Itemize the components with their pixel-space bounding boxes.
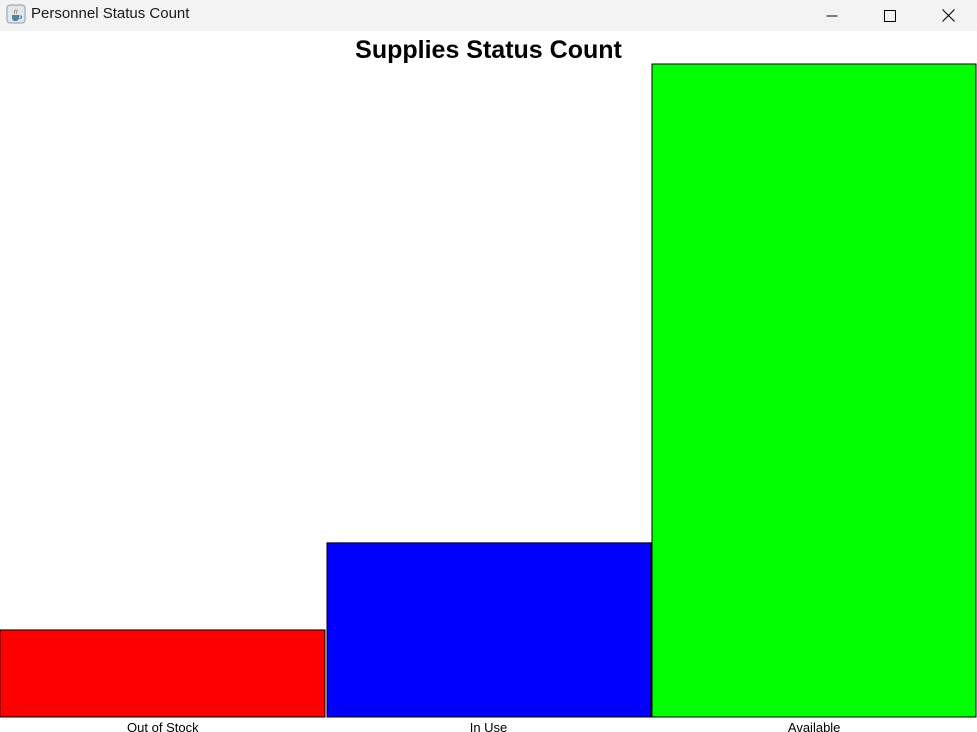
title-bar[interactable]: Personnel Status Count <box>0 0 977 31</box>
bar-in-use <box>326 542 652 718</box>
category-label: Available <box>788 720 841 732</box>
bar-chart: Out of Stock In Use Available <box>0 63 977 732</box>
minimize-button[interactable] <box>803 0 861 31</box>
category-label: Out of Stock <box>127 720 199 732</box>
category-label: In Use <box>470 720 508 732</box>
maximize-icon <box>884 9 896 22</box>
maximize-button[interactable] <box>861 0 919 31</box>
java-cup-icon <box>6 4 26 24</box>
bar-available <box>651 63 977 718</box>
minimize-icon <box>826 15 838 16</box>
bar-out-of-stock <box>0 629 326 718</box>
chart-title: Supplies Status Count <box>355 36 622 64</box>
close-icon <box>941 9 955 22</box>
chart-panel: Out of Stock In Use Available Supplies Sta… <box>0 31 977 732</box>
window-title: Personnel Status Count <box>31 5 190 22</box>
close-button[interactable] <box>919 0 977 31</box>
